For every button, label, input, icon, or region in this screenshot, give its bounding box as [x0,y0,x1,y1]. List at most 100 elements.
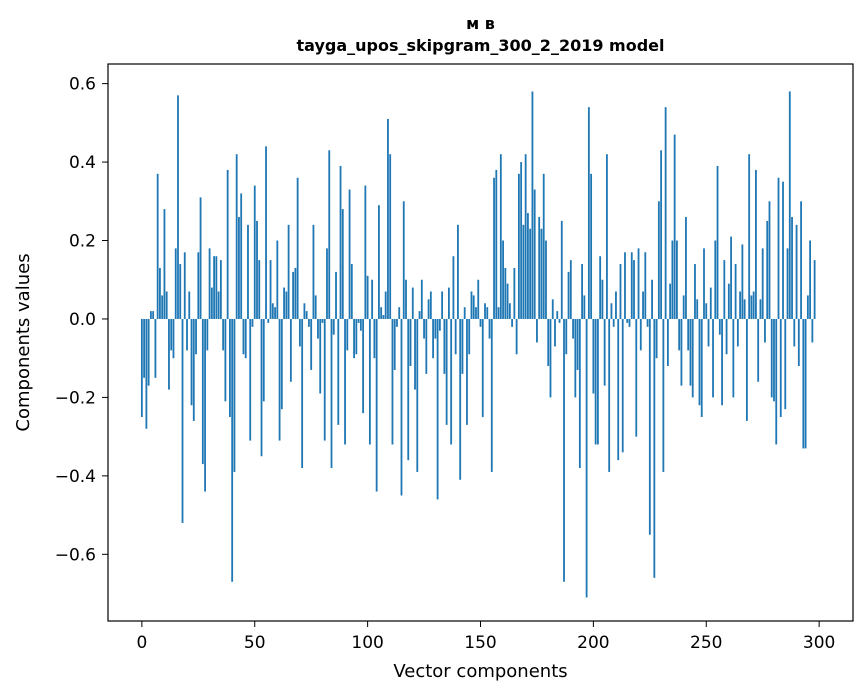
bar [332,318,335,335]
y-tick-label: 0.0 [69,310,96,330]
bar [764,318,766,343]
bar [770,318,773,398]
bar [694,264,696,319]
bar [206,318,209,351]
bar [791,216,793,319]
bar [463,307,466,319]
bar [346,318,349,351]
bar [280,318,283,410]
bar [545,240,547,319]
bar [481,318,484,418]
bar [186,318,188,351]
bar [238,216,240,319]
bar [317,318,319,339]
bar [190,318,193,406]
bar [592,318,595,394]
x-axis-label: Vector components [393,661,567,682]
bar [727,283,730,319]
bar [269,260,272,319]
bar [569,260,572,319]
bar [208,248,211,319]
bar [294,267,297,319]
bar [730,236,732,319]
bar [662,318,665,472]
bar [357,318,360,323]
bar [624,252,626,319]
bar [292,271,295,319]
bar [554,318,556,347]
bar [197,252,200,319]
bar [350,264,353,319]
bar [666,318,669,367]
x-tick-label: 200 [577,633,609,653]
bar [495,169,498,319]
bar [497,307,500,319]
bar [707,318,710,347]
bar [233,318,236,472]
bar [425,318,428,374]
x-tick-label: 50 [244,633,266,653]
x-tick-label: 250 [690,633,722,653]
bar [405,279,407,319]
bar [262,318,265,402]
bar [289,318,292,382]
bar [274,307,276,319]
bar [427,299,430,319]
bar [648,318,651,535]
bar [502,240,504,319]
bar [628,318,631,327]
bar [267,318,270,323]
bar [296,177,299,319]
bar [432,318,434,359]
bar [565,318,568,355]
bar [752,291,755,319]
bar [165,291,168,319]
bar [414,318,416,390]
bar [809,240,812,319]
bar [373,318,376,359]
plot-frame [107,63,854,622]
bar [368,318,371,445]
bar [560,220,563,319]
bar [391,318,394,445]
bar [802,318,805,449]
bar [348,189,351,319]
bar [504,267,507,319]
bar [450,318,453,445]
bar [341,209,344,319]
bar [242,318,245,355]
bar [420,279,423,319]
bar [687,318,690,351]
bar [143,318,146,378]
bar [393,318,396,370]
bar [596,318,599,445]
bar [298,318,301,347]
bar [610,303,613,319]
bar [531,91,534,319]
bar [714,240,717,319]
bar [213,256,216,319]
bar [664,107,667,319]
x-tick-label: 150 [464,633,496,653]
bar [441,291,444,319]
bar [572,318,574,339]
bar [308,318,310,327]
bar [339,165,342,319]
bar [423,318,425,339]
y-tick-label: −0.6 [55,545,96,565]
bar [466,318,468,425]
bar [676,240,678,319]
bar [411,287,414,319]
y-tick-label: −0.2 [55,388,96,408]
bar [793,318,796,347]
bar [599,256,602,319]
bar [443,318,446,374]
bar [653,318,656,578]
bar [536,318,538,343]
bar [499,154,502,319]
bar [635,318,638,437]
bar [759,299,762,319]
bar [725,318,728,355]
bar [712,318,714,398]
bar [260,318,263,457]
